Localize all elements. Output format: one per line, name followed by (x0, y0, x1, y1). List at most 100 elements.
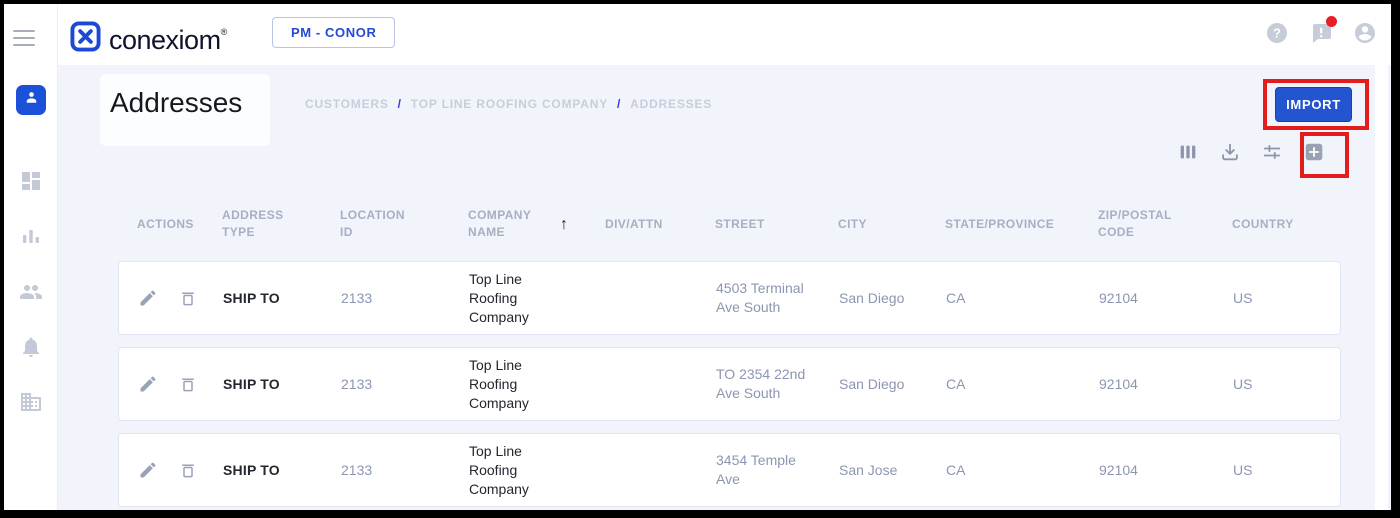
brand-name: conexiom® (109, 25, 228, 55)
edit-button[interactable] (138, 374, 158, 394)
import-annotation-box (1263, 79, 1369, 130)
page-title: Addresses (110, 87, 243, 118)
cell-div-attn (606, 433, 716, 507)
bar-chart-icon (19, 230, 43, 253)
cell-zip: 92104 (1099, 376, 1138, 392)
people-icon (19, 285, 43, 308)
cell-location-id: 2133 (341, 290, 373, 306)
filter-sliders-icon (1261, 141, 1283, 168)
breadcrumb-current: ADDRESSES (630, 97, 713, 111)
cell-street: TO 2354 22nd Ave South (716, 366, 806, 401)
cell-address-type: SHIP TO (223, 376, 280, 392)
brand-logo[interactable]: conexiom® (70, 17, 227, 56)
topbar: conexiom® PM - CONOR ? (58, 4, 1391, 65)
delete-button[interactable] (178, 460, 198, 480)
title-highlight (100, 74, 270, 146)
cell-div-attn (606, 347, 716, 421)
cell-city: San Diego (839, 290, 905, 306)
cell-country: US (1233, 290, 1253, 306)
row-actions (138, 433, 223, 507)
cell-company-name: Top Line Roofing Company (469, 356, 529, 411)
header-div-attn[interactable]: DIV/ATTN (605, 216, 663, 231)
header-zip-postal-code[interactable]: ZIP/POSTAL CODE (1098, 208, 1172, 239)
columns-icon (1177, 141, 1199, 168)
help-button[interactable]: ? (1265, 21, 1289, 45)
download-icon (1219, 141, 1241, 168)
cell-street: 4503 Terminal Ave South (716, 280, 804, 315)
header-company-name[interactable]: COMPANY NAME ↑ (468, 208, 569, 239)
pencil-icon (138, 462, 158, 483)
cell-street: 3454 Temple Ave (716, 452, 796, 487)
cell-state: CA (946, 376, 966, 392)
edit-button[interactable] (138, 460, 158, 480)
header-actions: ACTIONS (137, 216, 194, 231)
columns-button[interactable] (1176, 142, 1200, 166)
table-row: SHIP TO 2133 Top Line Roofing Company 34… (118, 433, 1341, 507)
dashboard-icon (19, 172, 43, 197)
delete-button[interactable] (178, 374, 198, 394)
conexiom-logo-icon (70, 21, 101, 52)
trash-icon (178, 292, 198, 311)
cell-company-name: Top Line Roofing Company (469, 442, 529, 497)
trash-icon (178, 378, 198, 397)
sidebar-item-dashboard[interactable] (19, 169, 43, 193)
add-annotation-box (1300, 132, 1349, 178)
sidebar-item-notifications[interactable] (19, 335, 43, 359)
add-address-button[interactable] (1302, 142, 1326, 166)
header-street[interactable]: STREET (715, 216, 765, 231)
scrollbar[interactable] (1375, 65, 1388, 510)
import-button[interactable]: IMPORT (1275, 87, 1352, 122)
cell-city: San Diego (839, 376, 905, 392)
edit-button[interactable] (138, 288, 158, 308)
cell-country: US (1233, 462, 1253, 478)
row-actions (138, 261, 223, 335)
user-account-icon (1353, 23, 1377, 49)
account-button[interactable] (1353, 21, 1377, 45)
help-icon: ? (1265, 23, 1289, 49)
cell-city: San Jose (839, 462, 898, 478)
cell-address-type: SHIP TO (223, 290, 280, 306)
breadcrumb-separator: / (617, 97, 622, 111)
feedback-button[interactable] (1309, 16, 1337, 45)
addresses-table: ACTIONS ADDRESS TYPE LOCATION ID COMPANY… (118, 199, 1341, 507)
filter-button[interactable] (1260, 142, 1284, 166)
header-address-type[interactable]: ADDRESS TYPE (222, 208, 284, 239)
cell-div-attn (606, 261, 716, 335)
header-country[interactable]: COUNTRY (1232, 216, 1294, 231)
bell-icon (19, 337, 43, 363)
sidebar-item-customers[interactable] (16, 85, 46, 115)
table-row: SHIP TO 2133 Top Line Roofing Company TO… (118, 347, 1341, 421)
main-content: Addresses CUSTOMERS / TOP LINE ROOFING C… (58, 65, 1391, 510)
table-header-row: ACTIONS ADDRESS TYPE LOCATION ID COMPANY… (118, 199, 1341, 249)
export-button[interactable] (1218, 142, 1242, 166)
environment-badge[interactable]: PM - CONOR (272, 17, 396, 48)
breadcrumb-separator: / (397, 97, 402, 111)
plus-square-icon (1303, 141, 1325, 168)
sidebar-item-reports[interactable] (19, 225, 43, 249)
sidebar (4, 4, 58, 510)
cell-address-type: SHIP TO (223, 462, 280, 478)
delete-button[interactable] (178, 288, 198, 308)
registered-mark: ® (220, 27, 228, 37)
cell-zip: 92104 (1099, 462, 1138, 478)
table-row: SHIP TO 2133 Top Line Roofing Company 45… (118, 261, 1341, 335)
cell-country: US (1233, 376, 1253, 392)
pencil-icon (138, 376, 158, 397)
header-state-province[interactable]: STATE/PROVINCE (945, 216, 1055, 231)
contact-card-icon (22, 88, 41, 112)
menu-icon[interactable] (13, 30, 35, 46)
trash-icon (178, 464, 198, 483)
header-location-id[interactable]: LOCATION ID (340, 208, 405, 239)
sidebar-item-company[interactable] (19, 390, 43, 414)
sidebar-item-users[interactable] (19, 280, 43, 304)
header-city[interactable]: CITY (838, 216, 867, 231)
cell-zip: 92104 (1099, 290, 1138, 306)
cell-location-id: 2133 (341, 462, 373, 478)
cell-state: CA (946, 462, 966, 478)
notification-dot (1326, 16, 1337, 27)
breadcrumb-company[interactable]: TOP LINE ROOFING COMPANY (410, 97, 609, 111)
pencil-icon (138, 290, 158, 311)
breadcrumb-customers[interactable]: CUSTOMERS (305, 97, 389, 111)
feedback-chat-icon (1309, 24, 1333, 49)
